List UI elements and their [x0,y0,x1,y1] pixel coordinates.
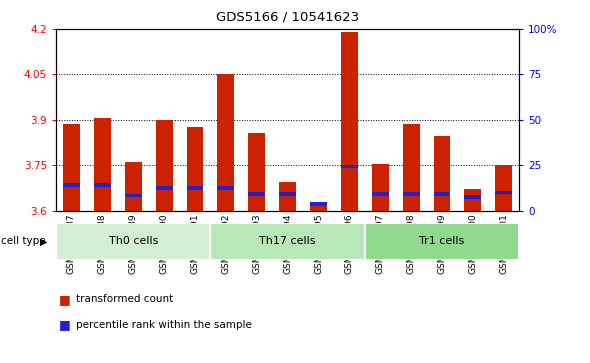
Bar [186,127,204,211]
Bar [211,223,365,260]
Text: ■: ■ [59,318,71,331]
Bar [63,183,80,187]
Text: GDS5166 / 10541623: GDS5166 / 10541623 [216,11,359,24]
Text: ■: ■ [59,293,71,306]
Bar [341,32,358,211]
Bar [56,223,211,260]
Bar [434,136,451,211]
Bar [372,192,389,196]
Text: ▶: ▶ [40,236,48,246]
Text: percentile rank within the sample: percentile rank within the sample [76,320,251,330]
Bar [248,133,266,211]
Bar [63,125,80,211]
Bar [248,192,266,196]
Bar [464,195,481,199]
Bar [341,165,358,168]
Bar [217,186,234,189]
Text: cell type: cell type [1,236,45,246]
Bar [94,183,111,187]
Bar [156,186,173,189]
Bar [124,193,142,197]
Bar [310,202,327,206]
Text: Th0 cells: Th0 cells [109,236,158,246]
Bar [186,186,204,189]
Bar [402,192,419,196]
Bar [124,162,142,211]
Bar [495,165,512,211]
Bar [372,164,389,211]
Bar [402,125,419,211]
Bar [434,192,451,196]
Bar [495,191,512,194]
Bar [310,205,327,211]
Bar [365,223,519,260]
Bar [94,118,111,211]
Bar [156,120,173,211]
Bar [279,182,296,211]
Text: transformed count: transformed count [76,294,173,305]
Bar [464,189,481,211]
Bar [279,192,296,196]
Text: Tr1 cells: Tr1 cells [419,236,465,246]
Bar [217,74,234,211]
Text: Th17 cells: Th17 cells [260,236,316,246]
